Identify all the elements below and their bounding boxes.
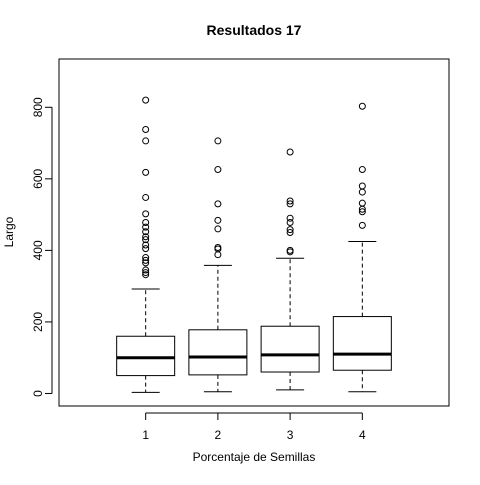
outlier-point — [214, 225, 222, 233]
outlier-point — [142, 269, 150, 277]
outlier-point — [142, 236, 150, 244]
plot-frame — [58, 58, 450, 407]
outlier-point — [142, 254, 150, 262]
outlier-point — [286, 214, 294, 222]
outlier-point — [142, 259, 150, 267]
box-group-1 — [116, 96, 176, 393]
x-tick-label: 3 — [287, 428, 294, 442]
outlier-point — [142, 271, 150, 279]
outlier-point — [358, 188, 366, 196]
chart-title: Resultados 17 — [207, 22, 302, 38]
y-tick-label: 400 — [31, 240, 45, 260]
outlier-point — [358, 205, 366, 213]
outlier-point — [142, 168, 150, 176]
outlier-point — [214, 216, 222, 224]
outlier-point — [358, 208, 366, 216]
outlier-point — [286, 200, 294, 208]
x-tick-label: 1 — [142, 428, 149, 442]
outlier-point — [358, 166, 366, 174]
outlier-point — [286, 148, 294, 156]
outlier-point — [142, 210, 150, 218]
outlier-point — [286, 248, 294, 256]
outlier-point — [142, 218, 150, 226]
outlier-point — [142, 256, 150, 264]
iqr-box — [188, 329, 248, 376]
box-group-4 — [332, 102, 392, 393]
outlier-point — [214, 166, 222, 174]
outlier-point — [214, 200, 222, 208]
outlier-point — [214, 251, 222, 259]
outlier-point — [142, 241, 150, 249]
outlier-point — [358, 102, 366, 110]
outlier-point — [142, 245, 150, 253]
x-tick-label: 2 — [215, 428, 222, 442]
iqr-box — [260, 325, 320, 373]
outlier-point — [142, 228, 150, 236]
x-axis-title: Porcentaje de Semillas — [193, 450, 316, 464]
iqr-box — [332, 316, 392, 371]
outlier-point — [214, 137, 222, 145]
y-tick-label: 0 — [31, 390, 45, 397]
outlier-point — [286, 229, 294, 236]
box-group-3 — [260, 148, 320, 391]
y-axis: 0 200 400 600 800 — [31, 97, 53, 397]
outlier-point — [286, 218, 294, 226]
outlier-point — [142, 193, 150, 201]
outlier-point — [142, 223, 150, 231]
outlier-point — [142, 96, 150, 104]
y-tick-label: 800 — [31, 97, 45, 117]
outlier-point — [142, 233, 150, 241]
outlier-point — [142, 137, 150, 145]
box-group-2 — [188, 137, 248, 393]
y-tick-label: 200 — [31, 312, 45, 332]
outlier-point — [142, 266, 150, 274]
outlier-point — [142, 125, 150, 133]
boxes-layer — [116, 96, 392, 393]
outlier-point — [286, 226, 294, 234]
iqr-box — [116, 335, 176, 377]
outlier-point — [358, 221, 366, 229]
y-tick-label: 600 — [31, 169, 45, 189]
x-tick-label: 4 — [359, 428, 366, 442]
y-axis-title: Largo — [2, 216, 16, 247]
x-axis: 1 2 3 4 — [142, 412, 366, 442]
outlier-point — [286, 197, 294, 205]
